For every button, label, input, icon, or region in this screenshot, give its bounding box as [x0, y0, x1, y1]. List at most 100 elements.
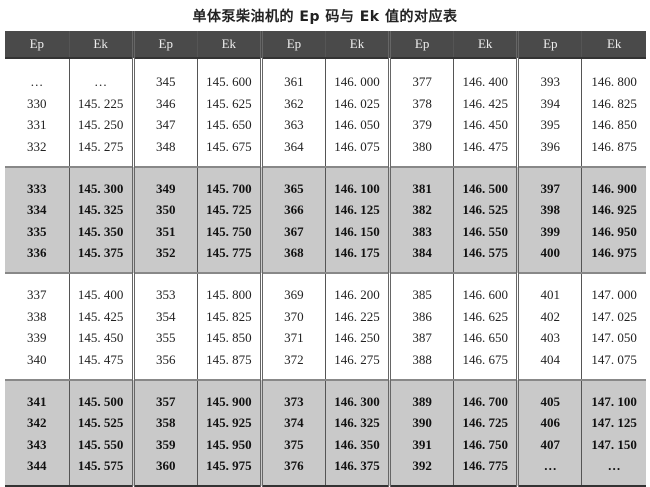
ek-cell: 146. 000: [324, 57, 390, 93]
ep-cell: 387: [388, 327, 454, 349]
ep-cell: 391: [388, 434, 454, 456]
ep-cell: 340: [27, 351, 47, 367]
table-row: 341 145. 500 357 145. 900 373 146. 300 389 146.…: [5, 378, 646, 413]
ek-cell: 146. 925: [581, 199, 646, 221]
ep-cell: 367: [259, 221, 326, 243]
ek-cell: 145. 925: [196, 412, 262, 434]
header-ep: Ep: [5, 31, 70, 59]
ep-cell: 373: [259, 378, 326, 413]
ek-cell: 145. 550: [68, 434, 134, 456]
ek-cell: 146. 875: [581, 136, 646, 167]
ep-cell: 355: [131, 327, 198, 349]
ek-cell: 146. 750: [453, 434, 518, 456]
ek-cell: 145. 800: [196, 272, 262, 306]
table-row: 344 145. 575 360 145. 975 376 146. 375 392 146.…: [5, 455, 646, 487]
ep-cell: 331: [27, 117, 47, 133]
ep-cell: 339: [27, 330, 47, 346]
ek-cell: 146. 125: [324, 199, 390, 221]
ek-cell: 145. 625: [196, 93, 262, 115]
ep-cell: 396: [516, 136, 582, 167]
ek-cell: 145. 500: [68, 378, 134, 413]
ep-cell: 400: [516, 242, 582, 273]
ep-ek-table: Ep Ek Ep Ek Ep Ek Ep Ek Ep Ek …… 345 145. 600 361 146…: [5, 31, 646, 487]
ek-cell: 146. 150: [324, 221, 390, 243]
ek-cell: 147. 125: [581, 412, 646, 434]
ek-cell: 146. 250: [324, 327, 390, 349]
ep-cell: 399: [516, 221, 582, 243]
ek-cell: 145. 650: [196, 114, 262, 136]
header-ek: Ek: [581, 31, 646, 59]
ep-cell: 358: [131, 412, 198, 434]
ep-cell: 366: [259, 199, 326, 221]
ek-cell: 146. 825: [581, 93, 646, 115]
ek-cell: …: [581, 455, 646, 487]
ep-cell: 377: [388, 57, 454, 93]
ep-cell: 382: [388, 199, 454, 221]
ek-cell: 146. 200: [324, 272, 390, 306]
ep-cell: 344: [5, 455, 70, 487]
table-row: 330 145. 225 346 145. 625 362 146. 025 378 146.…: [5, 93, 646, 115]
ek-cell: 145. 750: [196, 221, 262, 243]
ep-cell: 386: [388, 306, 454, 328]
ep-cell: 392: [388, 455, 454, 487]
ek-cell: …: [68, 57, 134, 93]
header-ep: Ep: [131, 31, 198, 59]
ep-cell: 405: [516, 378, 582, 413]
ep-cell: 348: [131, 136, 198, 167]
ek-cell: 146. 525: [453, 199, 518, 221]
ep-cell: 407: [516, 434, 582, 456]
ep-cell: 404: [516, 349, 582, 380]
ek-cell: 146. 550: [453, 221, 518, 243]
ek-cell: 147. 025: [581, 306, 646, 328]
ep-cell: 338: [27, 308, 47, 324]
table-row: 342 145. 525 358 145. 925 374 146. 325 390 146.…: [5, 412, 646, 434]
ep-cell: 378: [388, 93, 454, 115]
ek-cell: 145. 225: [68, 93, 134, 115]
ek-cell: 145. 275: [68, 136, 134, 167]
ep-cell: 395: [516, 114, 582, 136]
ep-cell: 402: [516, 306, 582, 328]
ek-cell: 147. 100: [581, 378, 646, 413]
ep-cell: 335: [5, 221, 70, 243]
ek-cell: 146. 425: [453, 93, 518, 115]
ek-cell: 145. 700: [196, 165, 262, 200]
table-title: 单体泵柴油机的 Ep 码与 Ek 值的对应表: [192, 9, 458, 25]
ep-cell: 364: [259, 136, 326, 167]
ep-cell: 368: [259, 242, 326, 273]
ek-cell: 146. 100: [324, 165, 390, 200]
ep-cell: 394: [516, 93, 582, 115]
ep-cell: 334: [5, 199, 70, 221]
ek-cell: 146. 450: [453, 114, 518, 136]
ep-cell: 390: [388, 412, 454, 434]
ek-cell: 145. 675: [196, 136, 262, 167]
ek-cell: 145. 875: [196, 349, 262, 380]
header-ek: Ek: [196, 31, 262, 59]
ek-cell: 146. 650: [453, 327, 518, 349]
ek-cell: 146. 850: [581, 114, 646, 136]
ep-cell: 376: [259, 455, 326, 487]
table-row: 343 145. 550 359 145. 950 375 146. 350 391 146.…: [5, 434, 646, 456]
ep-cell: 360: [131, 455, 198, 487]
ep-cell: 371: [259, 327, 326, 349]
ek-cell: 145. 425: [68, 306, 134, 328]
ep-cell: 332: [27, 138, 47, 154]
ek-cell: 145. 450: [68, 327, 134, 349]
ek-cell: 145. 850: [196, 327, 262, 349]
ek-cell: 146. 775: [453, 455, 518, 487]
ek-cell: 146. 075: [324, 136, 390, 167]
ep-cell: 350: [131, 199, 198, 221]
ek-cell: 146. 275: [324, 349, 390, 380]
ek-cell: 146. 950: [581, 221, 646, 243]
ep-cell: 343: [5, 434, 70, 456]
table-row: 332 145. 275 348 145. 675 364 146. 075 380 146.…: [5, 136, 646, 167]
ep-cell: 346: [131, 93, 198, 115]
ep-cell: 381: [388, 165, 454, 200]
ep-cell: 357: [131, 378, 198, 413]
ek-cell: 145. 775: [196, 242, 262, 273]
ep-cell: 351: [131, 221, 198, 243]
ek-cell: 145. 975: [196, 455, 262, 487]
table-row: 334 145. 325 350 145. 725 366 146. 125 382 146.…: [5, 199, 646, 221]
ek-cell: 146. 725: [453, 412, 518, 434]
header-ep: Ep: [388, 31, 454, 59]
table-row: 337 145. 400 353 145. 800 369 146. 200 385 146.…: [5, 272, 646, 306]
